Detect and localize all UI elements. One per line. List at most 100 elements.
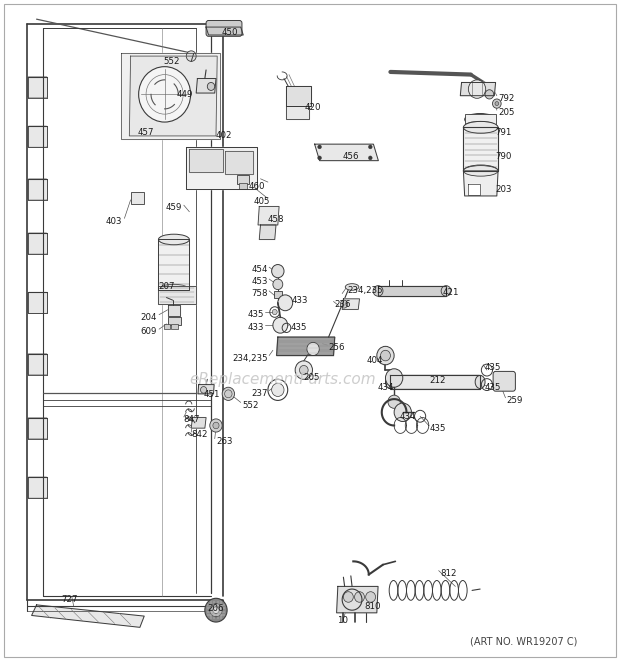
Polygon shape: [467, 184, 480, 194]
Circle shape: [205, 598, 227, 622]
Circle shape: [317, 156, 321, 160]
Circle shape: [299, 366, 308, 375]
Text: 458: 458: [268, 215, 285, 224]
Text: 403: 403: [105, 217, 122, 225]
Ellipse shape: [463, 166, 498, 176]
Circle shape: [213, 422, 219, 429]
Text: eReplacementParts.com: eReplacementParts.com: [189, 372, 376, 387]
FancyBboxPatch shape: [27, 477, 48, 498]
Text: 810: 810: [365, 602, 381, 611]
Ellipse shape: [441, 286, 451, 296]
Text: 212: 212: [430, 376, 446, 385]
Text: 256: 256: [329, 343, 345, 352]
Circle shape: [272, 309, 277, 315]
Polygon shape: [206, 27, 243, 35]
Polygon shape: [314, 144, 378, 161]
Text: 456: 456: [342, 152, 358, 161]
Polygon shape: [130, 56, 217, 136]
Polygon shape: [196, 79, 216, 93]
Text: 237: 237: [252, 389, 268, 398]
Circle shape: [317, 145, 321, 149]
FancyBboxPatch shape: [27, 233, 48, 254]
Circle shape: [386, 369, 403, 387]
Text: 206: 206: [208, 604, 224, 613]
Text: 792: 792: [498, 94, 515, 103]
Circle shape: [213, 607, 219, 613]
Circle shape: [343, 592, 353, 602]
Text: 847: 847: [184, 415, 200, 424]
Circle shape: [368, 156, 372, 160]
Circle shape: [139, 67, 190, 122]
Polygon shape: [122, 54, 220, 139]
Polygon shape: [168, 305, 180, 316]
Circle shape: [273, 317, 288, 333]
Circle shape: [468, 80, 485, 98]
Circle shape: [377, 346, 394, 365]
Polygon shape: [224, 151, 253, 174]
Polygon shape: [258, 206, 279, 225]
FancyBboxPatch shape: [206, 20, 242, 36]
Text: 405: 405: [253, 198, 270, 206]
Polygon shape: [32, 605, 144, 627]
Bar: [131, 192, 144, 204]
Text: 204: 204: [140, 313, 157, 322]
Polygon shape: [277, 337, 335, 356]
Polygon shape: [186, 147, 257, 188]
Text: 727: 727: [62, 595, 78, 604]
Text: 435: 435: [247, 310, 264, 319]
Text: 842: 842: [191, 430, 208, 439]
Ellipse shape: [373, 286, 383, 296]
Circle shape: [222, 387, 234, 401]
Text: 234,235: 234,235: [347, 286, 383, 295]
FancyBboxPatch shape: [27, 77, 48, 98]
Circle shape: [368, 145, 372, 149]
Text: 451: 451: [203, 390, 220, 399]
Circle shape: [340, 300, 348, 308]
Circle shape: [366, 592, 376, 602]
FancyBboxPatch shape: [27, 178, 48, 200]
Bar: [172, 324, 177, 329]
Text: 421: 421: [443, 288, 459, 297]
Ellipse shape: [159, 234, 189, 245]
Text: 236: 236: [335, 299, 352, 309]
Text: 457: 457: [138, 128, 154, 137]
Bar: [168, 317, 181, 325]
Text: 791: 791: [495, 128, 512, 137]
Ellipse shape: [463, 122, 498, 134]
Circle shape: [210, 603, 222, 617]
Text: 609: 609: [140, 327, 157, 336]
Circle shape: [381, 350, 391, 361]
Text: 454: 454: [252, 265, 268, 274]
Text: 420: 420: [305, 103, 322, 112]
Circle shape: [272, 383, 284, 397]
Text: 433: 433: [291, 295, 308, 305]
Text: 460: 460: [248, 182, 265, 191]
Polygon shape: [463, 171, 498, 196]
Text: 234,235: 234,235: [232, 354, 268, 363]
Text: 205: 205: [304, 373, 321, 383]
Bar: [464, 114, 495, 126]
FancyBboxPatch shape: [493, 371, 515, 391]
Polygon shape: [191, 418, 206, 428]
Text: 435: 435: [484, 383, 501, 392]
Ellipse shape: [463, 165, 498, 176]
Text: 434: 434: [399, 412, 415, 421]
FancyBboxPatch shape: [27, 292, 48, 313]
FancyBboxPatch shape: [27, 354, 48, 375]
Polygon shape: [286, 87, 311, 106]
Circle shape: [186, 51, 196, 61]
Text: 434: 434: [378, 383, 394, 392]
Circle shape: [295, 361, 312, 379]
Text: 207: 207: [159, 282, 175, 292]
Ellipse shape: [464, 114, 495, 126]
Polygon shape: [463, 128, 498, 171]
Circle shape: [273, 279, 283, 290]
Ellipse shape: [464, 122, 495, 131]
Text: 790: 790: [495, 152, 512, 161]
Bar: [164, 324, 171, 329]
Circle shape: [272, 264, 284, 278]
Text: 263: 263: [216, 437, 232, 446]
Text: 435: 435: [290, 323, 307, 332]
Polygon shape: [337, 586, 378, 613]
Circle shape: [207, 83, 215, 91]
